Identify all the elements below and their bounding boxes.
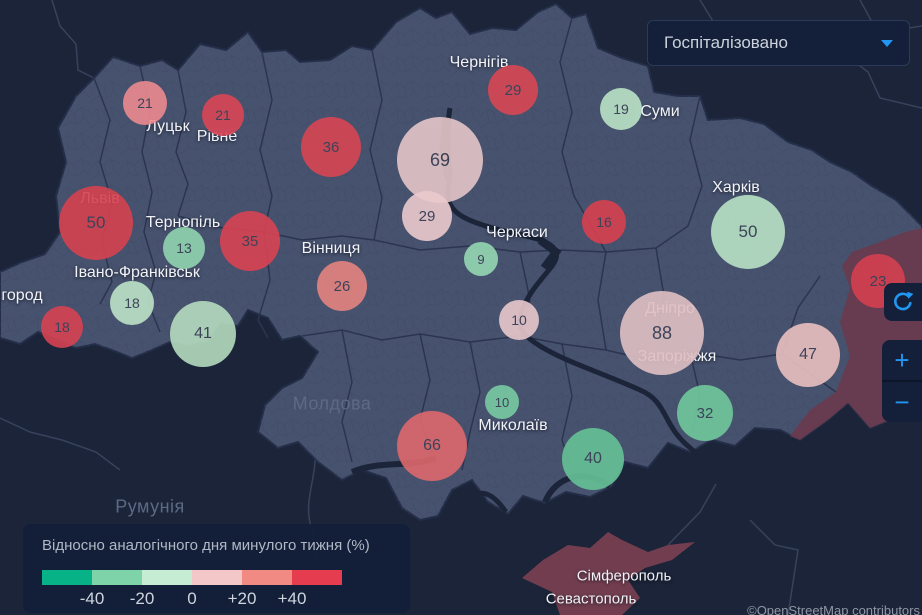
- map-bubble[interactable]: 29: [402, 191, 452, 241]
- map-bubble[interactable]: 10: [499, 300, 539, 340]
- refresh-icon: [894, 291, 914, 311]
- legend-tick: 0: [187, 589, 197, 608]
- legend-color-segment: [42, 570, 92, 585]
- refresh-button[interactable]: [884, 283, 922, 321]
- legend-color-segment: [292, 570, 342, 585]
- zoom-control-divider: [882, 380, 922, 382]
- map-bubble[interactable]: 29: [488, 65, 538, 115]
- legend-color-segment: [192, 570, 242, 585]
- plus-icon: +: [894, 345, 910, 375]
- map-bubble[interactable]: 50: [59, 186, 133, 260]
- map-bubble[interactable]: 16: [582, 200, 626, 244]
- metric-dropdown[interactable]: Госпіталізовано: [647, 20, 910, 66]
- zoom-in-button[interactable]: +: [882, 340, 922, 380]
- map-bubble[interactable]: 41: [170, 301, 236, 367]
- chevron-down-icon: [881, 39, 893, 47]
- map-bubble[interactable]: 69: [397, 117, 483, 203]
- legend-color-segment: [92, 570, 142, 585]
- map-bubble[interactable]: 47: [776, 323, 840, 387]
- legend-tick-labels: -40 -20 0 +20 +40: [42, 589, 342, 611]
- legend-panel: Відносно аналогічного дня минулого тижня…: [23, 524, 410, 613]
- metric-dropdown-value: Госпіталізовано: [664, 33, 788, 52]
- zoom-out-button[interactable]: −: [882, 382, 922, 422]
- legend-color-scale: [42, 570, 342, 585]
- crimea-region: [522, 532, 695, 615]
- map-bubble[interactable]: 19: [600, 88, 642, 130]
- map-bubble[interactable]: 50: [711, 195, 785, 269]
- map-bubble[interactable]: 36: [301, 117, 361, 177]
- map-bubble[interactable]: 18: [110, 281, 154, 325]
- map-bubble[interactable]: 26: [317, 261, 367, 311]
- zoom-control: + −: [882, 340, 922, 422]
- map-bubble[interactable]: 40: [562, 428, 624, 490]
- legend-tick: -40: [79, 589, 105, 608]
- legend-tick: +20: [227, 589, 257, 608]
- legend-tick: -20: [129, 589, 155, 608]
- minus-icon: −: [894, 387, 910, 417]
- map-bubble[interactable]: 35: [220, 211, 280, 271]
- legend-title: Відносно аналогічного дня минулого тижня…: [42, 537, 370, 554]
- map-bubble[interactable]: 21: [202, 94, 244, 136]
- map-bubble[interactable]: 18: [41, 306, 83, 348]
- legend-color-segment: [142, 570, 192, 585]
- legend-tick: +40: [277, 589, 307, 608]
- map-bubble[interactable]: 32: [677, 385, 733, 441]
- map-bubble[interactable]: 23: [851, 254, 905, 308]
- osm-attribution[interactable]: ©OpenStreetMap contributors: [747, 603, 920, 615]
- map-bubble[interactable]: 9: [464, 242, 498, 276]
- map-bubble[interactable]: 13: [163, 227, 205, 269]
- map-bubble[interactable]: 10: [485, 385, 519, 419]
- map-bubble[interactable]: 21: [123, 81, 167, 125]
- legend-color-segment: [242, 570, 292, 585]
- map-bubble[interactable]: 66: [397, 411, 467, 481]
- map-bubble[interactable]: 88: [620, 291, 704, 375]
